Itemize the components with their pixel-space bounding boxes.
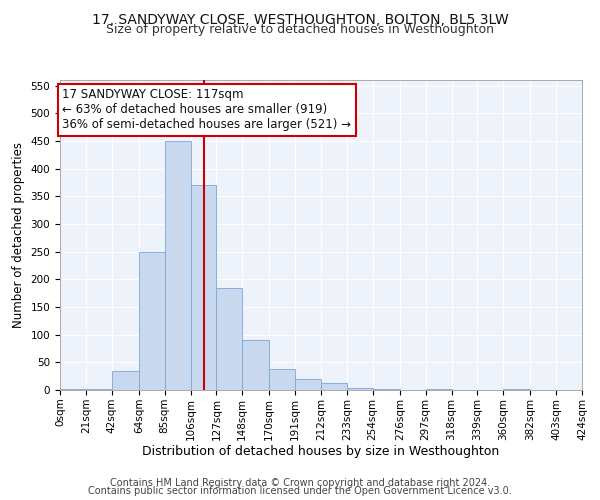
- Bar: [217, 288, 242, 390]
- Text: Size of property relative to detached houses in Westhoughton: Size of property relative to detached ho…: [106, 22, 494, 36]
- X-axis label: Distribution of detached houses by size in Westhoughton: Distribution of detached houses by size …: [142, 446, 500, 458]
- Bar: [139, 252, 164, 390]
- Y-axis label: Number of detached properties: Number of detached properties: [12, 142, 25, 328]
- Bar: [242, 340, 269, 390]
- Text: Contains HM Land Registry data © Crown copyright and database right 2024.: Contains HM Land Registry data © Crown c…: [110, 478, 490, 488]
- Text: 17 SANDYWAY CLOSE: 117sqm
← 63% of detached houses are smaller (919)
36% of semi: 17 SANDYWAY CLOSE: 117sqm ← 63% of detac…: [62, 88, 352, 132]
- Bar: [86, 389, 112, 390]
- Bar: [425, 389, 452, 390]
- Bar: [269, 369, 295, 390]
- Text: 17, SANDYWAY CLOSE, WESTHOUGHTON, BOLTON, BL5 3LW: 17, SANDYWAY CLOSE, WESTHOUGHTON, BOLTON…: [92, 12, 508, 26]
- Bar: [347, 388, 373, 390]
- Bar: [373, 389, 400, 390]
- Bar: [164, 141, 191, 390]
- Text: Contains public sector information licensed under the Open Government Licence v3: Contains public sector information licen…: [88, 486, 512, 496]
- Bar: [321, 384, 347, 390]
- Bar: [60, 389, 86, 390]
- Bar: [112, 370, 139, 390]
- Bar: [295, 379, 321, 390]
- Bar: [191, 185, 217, 390]
